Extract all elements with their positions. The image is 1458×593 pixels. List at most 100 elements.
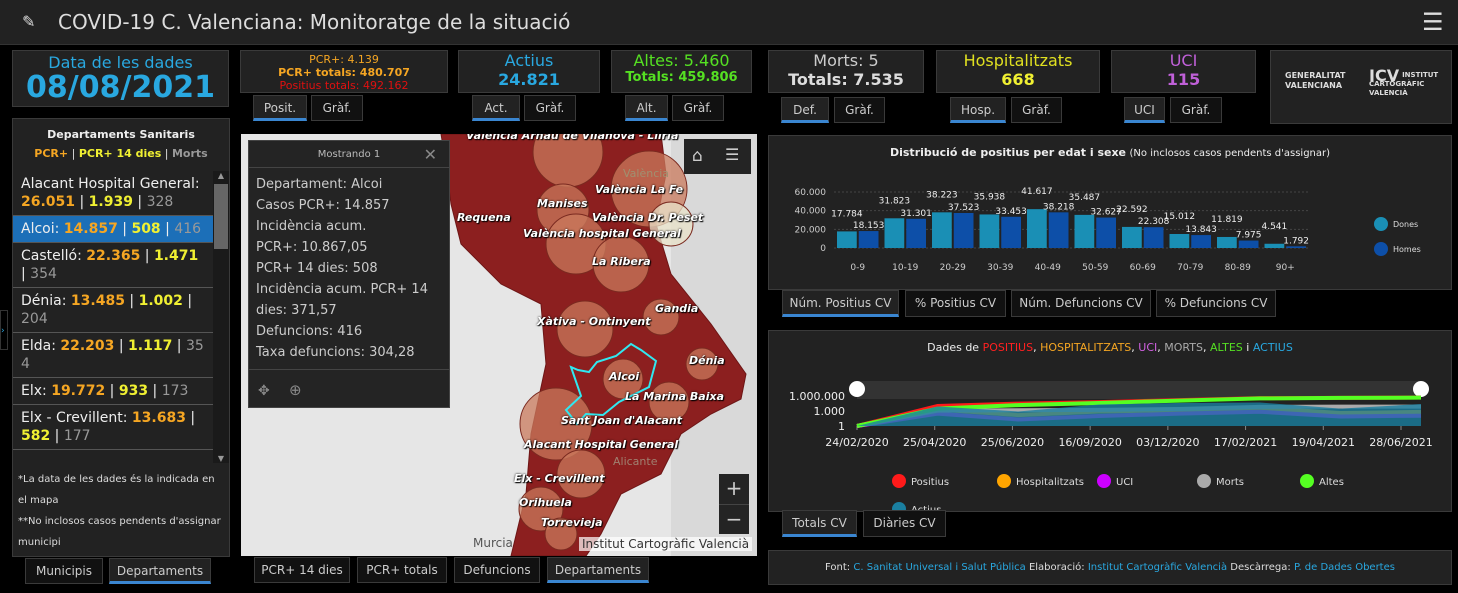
zoom-in-button[interactable]: + bbox=[719, 474, 749, 504]
tab-def[interactable]: Def. bbox=[781, 97, 829, 123]
tab-totals[interactable]: Totals CV bbox=[782, 510, 857, 537]
tab-posit[interactable]: Posit. bbox=[253, 95, 307, 121]
tab-municipis[interactable]: Municipis bbox=[25, 558, 103, 584]
y-tick-label: 60.000 bbox=[795, 188, 827, 198]
footer-font-label: Font: bbox=[825, 562, 851, 573]
legend-label: Dones bbox=[1393, 220, 1418, 229]
tab-pct-defuncions[interactable]: % Defuncions CV bbox=[1156, 290, 1276, 317]
legend-swatch bbox=[892, 502, 906, 511]
tab-num-defuncions[interactable]: Núm. Defuncions CV bbox=[1011, 290, 1151, 317]
close-icon[interactable]: ✕ bbox=[423, 145, 437, 164]
department-pcr14: 582 bbox=[21, 428, 51, 444]
tab-def-graf[interactable]: Gràf. bbox=[834, 97, 885, 123]
bar-homes bbox=[1238, 240, 1259, 248]
zoom-out-button[interactable]: − bbox=[719, 504, 749, 534]
popup-content: Departament: Alcoi Casos PCR+: 14.857 Inci… bbox=[249, 168, 449, 370]
x-tick-label: 10-19 bbox=[892, 263, 918, 273]
bar-homes bbox=[1001, 216, 1021, 248]
layer-list-icon[interactable]: ☰ bbox=[725, 145, 740, 164]
tab-act-graf[interactable]: Gràf. bbox=[524, 95, 576, 121]
department-morts: 177 bbox=[63, 428, 91, 444]
footer-elab-link[interactable]: Institut Cartogràfic Valencià bbox=[1087, 562, 1228, 573]
x-tick-label: 24/02/2020 bbox=[825, 436, 888, 449]
tab-num-positius[interactable]: Núm. Positius CV bbox=[782, 290, 899, 317]
pan-icon[interactable]: ✥ bbox=[258, 383, 270, 399]
x-tick-label: 25/06/2020 bbox=[981, 436, 1044, 449]
uci-value: 115 bbox=[1166, 70, 1201, 89]
bar-dones bbox=[884, 218, 905, 248]
departments-panel: Departaments Sanitaris PCR+ | PCR+ 14 di… bbox=[12, 118, 230, 557]
bar-dones bbox=[1027, 209, 1047, 248]
x-tick-label: 90+ bbox=[1276, 263, 1295, 273]
altes-card: Altes: 5.460 Totals: 459.806 bbox=[611, 50, 752, 93]
tab-diaries[interactable]: Diàries CV bbox=[863, 510, 946, 537]
department-item[interactable]: Elx: 19.772 | 933 | 173 bbox=[13, 378, 213, 405]
popup-header: Mostrando 1 ✕ bbox=[249, 141, 449, 168]
scroll-up-icon[interactable]: ▲ bbox=[217, 171, 225, 180]
department-morts: 416 bbox=[174, 221, 202, 237]
tab-alt-graf[interactable]: Gràf. bbox=[672, 95, 724, 121]
tab-posit-graf[interactable]: Gràf. bbox=[311, 95, 363, 121]
tab-hosp[interactable]: Hosp. bbox=[950, 97, 1006, 123]
department-item[interactable]: Castelló: 22.365 | 1.471 | 354 bbox=[13, 243, 213, 288]
departments-list[interactable]: Alacant Hospital General: 26.051 | 1.939… bbox=[13, 171, 213, 463]
department-item[interactable]: Elx - Crevillent: 13.683 | 582 | 177 bbox=[13, 405, 213, 450]
bar-dones bbox=[1074, 214, 1095, 248]
x-tick-label: 40-49 bbox=[1035, 263, 1061, 273]
line-title-part: HOSPITALITZATS bbox=[1040, 341, 1132, 354]
line-title-part: ACTIUS bbox=[1252, 341, 1293, 354]
y-tick-label: 0 bbox=[820, 244, 826, 254]
tab-map-departaments[interactable]: Departaments bbox=[547, 557, 649, 583]
list-scrollbar[interactable]: ▲ ▼ bbox=[213, 171, 229, 463]
hosp-value: 668 bbox=[1001, 70, 1035, 89]
department-pcr14: 933 bbox=[118, 383, 149, 399]
department-name: Elda bbox=[21, 338, 52, 354]
basemap-label-valencia: València bbox=[623, 167, 670, 180]
department-pcr: 13.485 bbox=[70, 293, 125, 309]
map-popup: Mostrando 1 ✕ Departament: Alcoi Casos PC… bbox=[248, 140, 450, 408]
altes-label: Altes: 5.460 bbox=[633, 51, 730, 70]
tab-pcr14[interactable]: PCR+ 14 dies bbox=[254, 557, 350, 583]
tab-alt[interactable]: Alt. bbox=[625, 95, 668, 121]
bar-data-label: 32.627 bbox=[1090, 208, 1122, 218]
scroll-down-icon[interactable]: ▼ bbox=[217, 454, 225, 463]
x-tick-label: 28/06/2021 bbox=[1369, 436, 1432, 449]
zoom-to-icon[interactable]: ⊕ bbox=[289, 381, 302, 399]
label-torrevieja: Torrevieja bbox=[541, 516, 603, 529]
legend-swatch bbox=[1374, 217, 1388, 231]
bar-data-label: 38.223 bbox=[926, 190, 958, 200]
hamburger-icon[interactable]: ☰ bbox=[1422, 8, 1444, 36]
tab-uci-graf[interactable]: Gràf. bbox=[1170, 97, 1222, 123]
map-widget-bar bbox=[684, 139, 751, 174]
tab-defuncions[interactable]: Defuncions bbox=[454, 557, 540, 583]
scrollbar-thumb[interactable] bbox=[214, 184, 228, 249]
department-item[interactable]: Elda: 22.203 | 1.117 | 354 bbox=[13, 333, 213, 378]
footer-font-link[interactable]: C. Sanitat Universal i Salut Pública bbox=[853, 562, 1026, 573]
circle-alacant bbox=[519, 387, 593, 461]
legend-swatch bbox=[1097, 474, 1111, 488]
tab-departaments[interactable]: Departaments bbox=[109, 558, 211, 584]
bar-data-label: 31.823 bbox=[879, 196, 911, 206]
home-icon[interactable]: ⌂ bbox=[692, 146, 703, 166]
circle-elx bbox=[556, 449, 606, 499]
tab-hosp-graf[interactable]: Gràf. bbox=[1011, 97, 1062, 123]
tab-uci[interactable]: UCI bbox=[1124, 97, 1165, 123]
tab-pcr-totals[interactable]: PCR+ totals bbox=[357, 557, 447, 583]
legend-label: Hospitalitzats bbox=[1016, 477, 1084, 488]
label-orihuela: Orihuela bbox=[519, 496, 572, 509]
department-item[interactable]: Alacant Hospital General: 26.051 | 1.939… bbox=[13, 171, 213, 216]
header: ✎ COVID-19 C. Valenciana: Monitoratge de… bbox=[0, 0, 1458, 45]
footer-desc-link[interactable]: P. de Dades Obertes bbox=[1293, 562, 1395, 573]
x-tick-label: 70-79 bbox=[1177, 263, 1203, 273]
popup-line: PCR+ 14 dies: 508 bbox=[256, 261, 378, 276]
tab-pct-positius[interactable]: % Positius CV bbox=[905, 290, 1006, 317]
department-item[interactable]: Dénia: 13.485 | 1.002 | 204 bbox=[13, 288, 213, 333]
hosp-label: Hospitalitzats bbox=[963, 51, 1073, 70]
range-slider-track bbox=[857, 381, 1421, 399]
department-item[interactable]: Alcoi: 14.857 | 508 | 416 bbox=[13, 216, 213, 243]
actius-label: Actius bbox=[504, 51, 554, 70]
label-elx: Elx - Crevillent bbox=[514, 472, 605, 485]
sidebar-expand-handle[interactable]: › bbox=[0, 310, 8, 350]
tab-act[interactable]: Act. bbox=[472, 95, 520, 121]
label-denia: Dénia bbox=[689, 354, 725, 367]
